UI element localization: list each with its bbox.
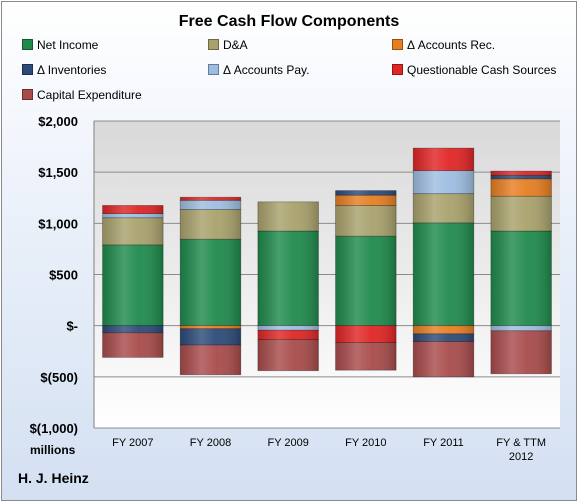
y-tick-label: $(1,000) — [30, 421, 78, 436]
x-tick-label: FY 2009 — [267, 437, 308, 449]
legend-label: Questionable Cash Sources — [407, 63, 557, 77]
legend-item-accounts-pay: Δ Accounts Pay. — [208, 63, 310, 77]
legend-label: Capital Expenditure — [37, 88, 142, 102]
bar-segment-shading — [335, 236, 397, 326]
legend-item-questionable-cash: Questionable Cash Sources — [392, 63, 556, 77]
legend-item-capex: Capital Expenditure — [22, 88, 142, 102]
x-tick-label: FY 2007 — [112, 437, 153, 449]
bar-segment-shading — [102, 244, 164, 326]
x-tick-label-line2: 2012 — [509, 451, 533, 463]
legend-label: Δ Accounts Rec. — [407, 38, 496, 52]
x-tick-label: FY 2010 — [345, 437, 386, 449]
bar-segment-shading — [490, 231, 552, 326]
legend-item-da: D&A — [208, 38, 248, 52]
y-tick-label: $500 — [49, 268, 78, 283]
bar-segment-shading — [257, 330, 319, 340]
bar-segment-shading — [257, 201, 319, 232]
bar-segment-shading — [102, 332, 164, 358]
y-tick-label: $- — [66, 319, 78, 334]
bar-segment-shading — [335, 342, 397, 371]
y-tick-label: $2,000 — [38, 114, 78, 129]
legend-swatch — [392, 39, 403, 50]
y-tick-label: $1,000 — [38, 216, 78, 231]
bar-segment-shading — [413, 333, 474, 342]
bar-segment-shading — [490, 178, 552, 197]
bar-segment-shading — [335, 190, 397, 196]
legend-label: Δ Inventories — [37, 63, 107, 77]
company-name: H. J. Heinz — [18, 470, 89, 486]
y-tick-label: $(500) — [40, 370, 78, 385]
bar-segment-shading — [180, 197, 241, 201]
legend-swatch — [208, 39, 219, 50]
bar-segment-shading — [102, 325, 164, 333]
bar-segment-shading — [180, 345, 241, 375]
bar-segment-shading — [180, 328, 241, 346]
bar-segment-shading — [490, 171, 552, 176]
legend-swatch — [22, 64, 33, 75]
legend-label: Net Income — [37, 38, 99, 52]
bar-segment-shading — [335, 325, 397, 343]
x-tick-label: FY 2008 — [190, 437, 231, 449]
bar-segment-shading — [490, 175, 552, 179]
bar-segment-shading — [490, 325, 552, 331]
bar-segment-shading — [180, 200, 241, 210]
units-label: millions — [30, 443, 76, 457]
bar-segment-shading — [180, 239, 241, 326]
bar-segment-shading — [257, 231, 319, 326]
bar-segment-shading — [102, 213, 164, 218]
bar-segment-shading — [257, 325, 319, 331]
bar-segment-shading — [335, 205, 397, 237]
chart-title: Free Cash Flow Components — [178, 13, 400, 30]
x-tick-label: FY 2011 — [423, 437, 464, 449]
bar-segment-shading — [102, 217, 164, 245]
legend-label: Δ Accounts Pay. — [223, 63, 310, 77]
legend-item-net-income: Net Income — [22, 38, 98, 52]
bar-segment-shading — [102, 205, 164, 214]
legend-swatch — [22, 39, 33, 50]
legend-label: D&A — [223, 38, 248, 52]
bar-segment-shading — [413, 148, 474, 171]
bar-segment-shading — [413, 193, 474, 223]
legend-swatch — [392, 64, 403, 75]
bar-segment-shading — [180, 209, 241, 240]
legend-swatch — [22, 89, 33, 100]
legend-item-accounts-rec: Δ Accounts Rec. — [392, 38, 495, 52]
bar-segment-shading — [335, 195, 397, 206]
legend-item-inventories: Δ Inventories — [22, 63, 106, 77]
y-tick-label: $1,500 — [38, 165, 78, 180]
legend-swatch — [208, 64, 219, 75]
bar-segment-shading — [413, 325, 474, 334]
x-tick-label: FY & TTM — [496, 437, 546, 449]
bar-segment-shading — [490, 196, 552, 232]
bar-segment-shading — [490, 330, 552, 374]
bar-segment-shading — [180, 325, 241, 329]
bar-segment-shading — [413, 341, 474, 377]
bar-segment-shading — [413, 222, 474, 326]
bar-segment-shading — [413, 170, 474, 194]
bar-segment-shading — [257, 339, 319, 371]
